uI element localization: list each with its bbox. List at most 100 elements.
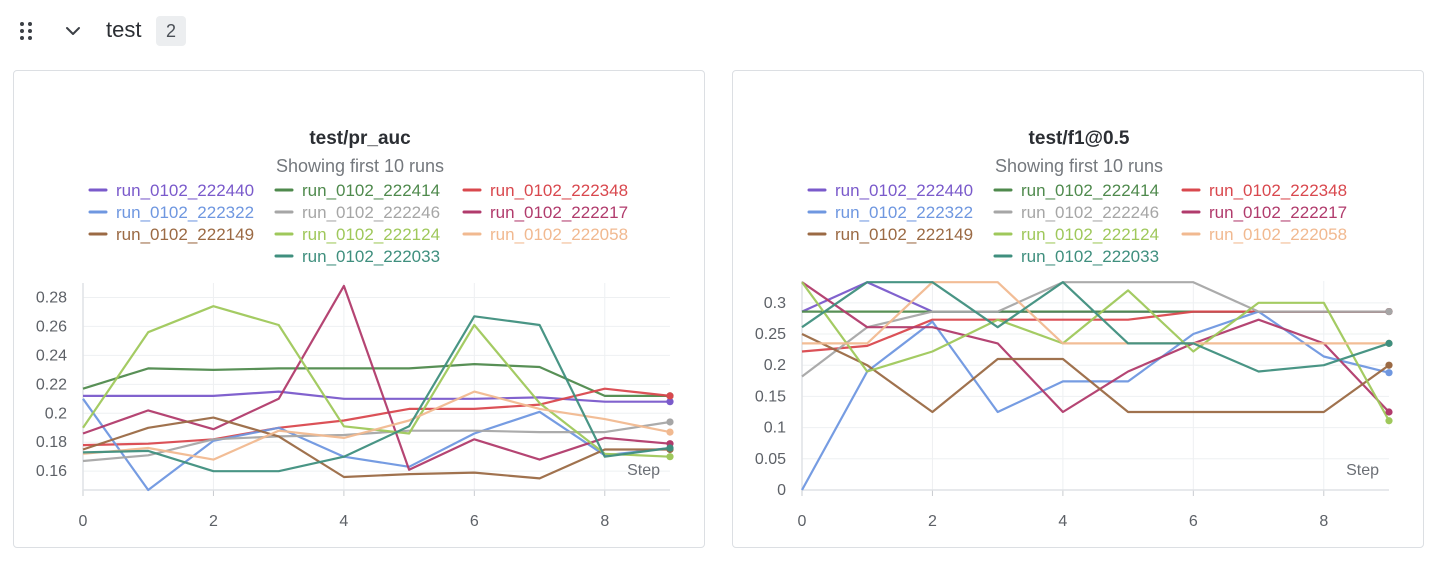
series-endpoint-run-0102-222124[interactable] bbox=[1385, 417, 1393, 425]
y-tick-label: 0.25 bbox=[755, 326, 786, 343]
series-line-run-0102-222033[interactable] bbox=[801, 281, 1390, 373]
y-tick-label: 0.28 bbox=[36, 289, 67, 306]
series-line-run-0102-222124[interactable] bbox=[801, 281, 1390, 422]
x-tick-label: 0 bbox=[798, 513, 807, 530]
legend-item-run-0102-222124[interactable]: run_0102_222124 bbox=[274, 225, 440, 244]
legend-label: run_0102_222217 bbox=[490, 203, 628, 222]
legend-label: run_0102_222058 bbox=[490, 225, 628, 244]
drag-handle-icon[interactable] bbox=[16, 20, 38, 42]
series-line-run-0102-222149[interactable] bbox=[801, 333, 1390, 414]
legend-label: run_0102_222440 bbox=[835, 181, 973, 200]
chart-title: test/pr_auc bbox=[309, 128, 411, 149]
legend-item-run-0102-222149[interactable]: run_0102_222149 bbox=[807, 225, 973, 244]
legend-label: run_0102_222348 bbox=[490, 181, 628, 200]
series-endpoint-run-0102-222440[interactable] bbox=[666, 398, 674, 406]
legend-item-run-0102-222348[interactable]: run_0102_222348 bbox=[462, 181, 628, 200]
y-tick-label: 0.15 bbox=[755, 388, 786, 405]
legend-label: run_0102_222414 bbox=[302, 181, 440, 200]
series-line-run-0102-222440[interactable] bbox=[83, 390, 670, 403]
legend-label: run_0102_222414 bbox=[1021, 181, 1159, 200]
legend-label: run_0102_222440 bbox=[116, 181, 254, 200]
legend-item-run-0102-222033[interactable]: run_0102_222033 bbox=[274, 247, 440, 266]
x-tick-label: 2 bbox=[209, 513, 218, 530]
legend-item-run-0102-222058[interactable]: run_0102_222058 bbox=[462, 225, 628, 244]
legend-item-run-0102-222322[interactable]: run_0102_222322 bbox=[88, 203, 254, 222]
legend-item-run-0102-222440[interactable]: run_0102_222440 bbox=[88, 181, 254, 200]
section-title: test bbox=[106, 17, 142, 42]
f1-chart: test/f1@0.5 Showing first 10 runs run_0102… bbox=[755, 128, 1393, 530]
legend-item-run-0102-222217[interactable]: run_0102_222217 bbox=[1181, 203, 1347, 222]
legend-item-run-0102-222414[interactable]: run_0102_222414 bbox=[993, 181, 1159, 200]
series-endpoint-run-0102-222348[interactable] bbox=[666, 392, 674, 400]
series-line-run-0102-222217[interactable] bbox=[801, 281, 1390, 414]
series-endpoint-run-0102-222033[interactable] bbox=[666, 444, 674, 452]
chart-subtitle: Showing first 10 runs bbox=[995, 156, 1163, 176]
y-tick-label: 0.2 bbox=[45, 405, 67, 422]
y-tick-label: 0.1 bbox=[764, 420, 786, 437]
x-tick-label: 4 bbox=[1058, 513, 1067, 530]
x-tick-label: 0 bbox=[79, 513, 88, 530]
legend-label: run_0102_222348 bbox=[1209, 181, 1347, 200]
series-line-run-0102-222246[interactable] bbox=[82, 420, 671, 463]
x-tick-label: 4 bbox=[339, 513, 348, 530]
legend-item-run-0102-222246[interactable]: run_0102_222246 bbox=[274, 203, 440, 222]
legend-item-run-0102-222440[interactable]: run_0102_222440 bbox=[807, 181, 973, 200]
series-line-run-0102-222414[interactable] bbox=[82, 363, 670, 397]
legend-label: run_0102_222033 bbox=[302, 247, 440, 266]
legend-item-run-0102-222124[interactable]: run_0102_222124 bbox=[993, 225, 1159, 244]
chart-title: test/f1@0.5 bbox=[1029, 128, 1130, 149]
series-line-run-0102-222217[interactable] bbox=[82, 284, 671, 471]
y-tick-label: 0.05 bbox=[755, 451, 786, 468]
legend-item-run-0102-222348[interactable]: run_0102_222348 bbox=[1181, 181, 1347, 200]
chart-panel-pr-auc[interactable]: test/pr_auc Showing first 10 runs run_0102… bbox=[13, 70, 705, 548]
y-tick-label: 0.2 bbox=[764, 357, 786, 374]
series-line-run-0102-222058[interactable] bbox=[82, 390, 671, 461]
series-line-run-0102-222058[interactable] bbox=[802, 281, 1389, 345]
series-endpoint-run-0102-222217[interactable] bbox=[1385, 408, 1393, 416]
series-line-run-0102-222322[interactable] bbox=[82, 398, 671, 492]
y-tick-label: 0.3 bbox=[764, 295, 786, 312]
series-endpoint-run-0102-222124[interactable] bbox=[666, 453, 674, 461]
y-tick-label: 0.26 bbox=[36, 318, 67, 335]
legend-item-run-0102-222414[interactable]: run_0102_222414 bbox=[274, 181, 440, 200]
y-tick-label: 0.18 bbox=[36, 434, 67, 451]
legend-item-run-0102-222058[interactable]: run_0102_222058 bbox=[1181, 225, 1347, 244]
legend-label: run_0102_222124 bbox=[302, 225, 440, 244]
chart-subtitle: Showing first 10 runs bbox=[276, 156, 444, 176]
chevron-down-icon[interactable] bbox=[62, 20, 84, 42]
series-endpoint-run-0102-222058[interactable] bbox=[666, 428, 674, 436]
series-line-run-0102-222149[interactable] bbox=[82, 416, 670, 480]
legend-label: run_0102_222217 bbox=[1209, 203, 1347, 222]
series-endpoint-run-0102-222246[interactable] bbox=[1385, 307, 1393, 316]
series-endpoint-run-0102-222246[interactable] bbox=[666, 418, 674, 426]
pr-auc-chart: test/pr_auc Showing first 10 runs run_0102… bbox=[36, 128, 674, 530]
y-tick-label: 0.22 bbox=[36, 376, 67, 393]
section-header: test 2 bbox=[0, 0, 1430, 62]
legend-label: run_0102_222124 bbox=[1021, 225, 1159, 244]
series-line-run-0102-222322[interactable] bbox=[801, 310, 1390, 491]
series-line-run-0102-222246[interactable] bbox=[801, 281, 1389, 378]
legend-label: run_0102_222322 bbox=[835, 203, 973, 222]
legend-item-run-0102-222033[interactable]: run_0102_222033 bbox=[993, 247, 1159, 266]
series-line-run-0102-222033[interactable] bbox=[82, 315, 671, 473]
legend-item-run-0102-222217[interactable]: run_0102_222217 bbox=[462, 203, 628, 222]
legend-label: run_0102_222149 bbox=[835, 225, 973, 244]
series-endpoint-run-0102-222033[interactable] bbox=[1385, 339, 1393, 347]
series-endpoint-run-0102-222149[interactable] bbox=[1385, 361, 1393, 369]
legend-item-run-0102-222246[interactable]: run_0102_222246 bbox=[993, 203, 1159, 222]
series-line-run-0102-222440[interactable] bbox=[801, 281, 1389, 313]
legend-label: run_0102_222322 bbox=[116, 203, 254, 222]
chart-panel-f1[interactable]: test/f1@0.5 Showing first 10 runs run_0102… bbox=[732, 70, 1424, 548]
x-tick-label: 2 bbox=[928, 513, 937, 530]
series-endpoint-run-0102-222322[interactable] bbox=[1385, 369, 1393, 377]
y-tick-label: 0 bbox=[777, 482, 786, 499]
x-tick-label: 8 bbox=[600, 513, 609, 530]
legend-label: run_0102_222033 bbox=[1021, 247, 1159, 266]
y-tick-label: 0.24 bbox=[36, 347, 67, 364]
legend-item-run-0102-222149[interactable]: run_0102_222149 bbox=[88, 225, 254, 244]
x-axis-label: Step bbox=[1346, 462, 1379, 479]
series-line-run-0102-222348[interactable] bbox=[82, 387, 671, 447]
legend-item-run-0102-222322[interactable]: run_0102_222322 bbox=[807, 203, 973, 222]
x-tick-label: 8 bbox=[1319, 513, 1328, 530]
series-line-run-0102-222124[interactable] bbox=[82, 305, 671, 458]
